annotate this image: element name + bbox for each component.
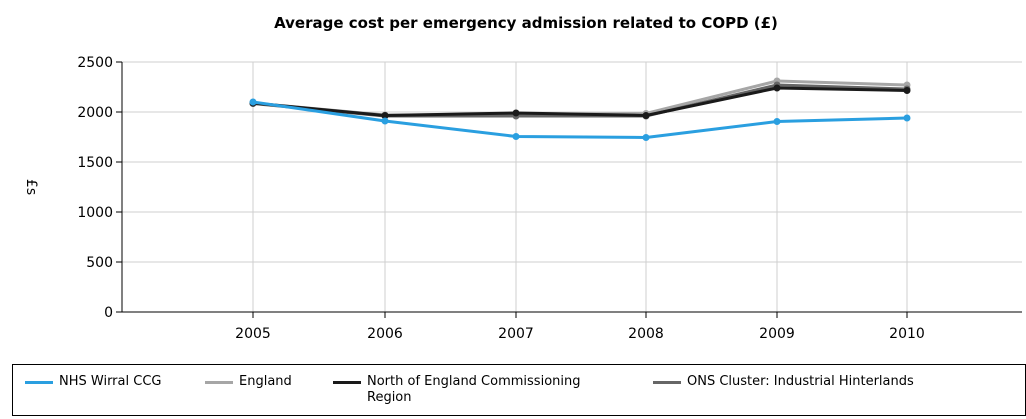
- data-point: [903, 114, 911, 122]
- y-tick-label: 1000: [77, 205, 113, 221]
- y-tick-label: 2500: [77, 55, 113, 71]
- x-tick-label: 2008: [628, 326, 664, 342]
- data-point: [773, 118, 781, 125]
- legend-swatch: [25, 381, 53, 384]
- x-tick-label: 2007: [498, 326, 534, 342]
- legend-item: England: [205, 374, 325, 390]
- data-point: [642, 134, 650, 141]
- legend-swatch: [653, 381, 681, 384]
- data-point: [903, 87, 911, 94]
- chart-title: Average cost per emergency admission rel…: [274, 14, 778, 32]
- y-tick-label: 1500: [77, 155, 113, 171]
- legend-label: England: [239, 374, 292, 389]
- legend: NHS Wirral CCG England North of England Co…: [12, 364, 1026, 416]
- y-tick-label: 0: [104, 305, 113, 321]
- data-point: [512, 109, 520, 117]
- series-line-0: [252, 100, 908, 139]
- series-group: [249, 77, 911, 141]
- series-line-2: [252, 86, 908, 117]
- legend-item: NHS Wirral CCG: [25, 374, 195, 390]
- legend-swatch: [333, 381, 361, 384]
- grid: [122, 61, 1022, 312]
- x-tick-label: 2010: [889, 326, 925, 342]
- data-point: [512, 133, 520, 140]
- line-chart: Average cost per emergency admission rel…: [23, 14, 1022, 342]
- y-axis-label: £s: [23, 179, 39, 195]
- legend-label: NHS Wirral CCG: [59, 374, 162, 389]
- data-point: [642, 112, 650, 119]
- data-point: [249, 98, 257, 106]
- x-tick-label: 2009: [759, 326, 795, 342]
- data-point: [381, 112, 389, 119]
- legend-label: North of England Commissioning Region: [367, 374, 581, 405]
- x-tick-label: 2006: [367, 326, 403, 342]
- y-tick-label: 500: [86, 255, 113, 271]
- data-point: [773, 84, 781, 92]
- legend-swatch: [205, 381, 233, 384]
- axes: 0 500 1000 1500 2000 2500 2005 2006 2007 2008 2009…: [77, 55, 1022, 342]
- data-point: [381, 117, 389, 125]
- y-tick-label: 2000: [77, 105, 113, 121]
- legend-item: North of England Commissioning Region: [333, 374, 633, 406]
- legend-label: ONS Cluster: Industrial Hinterlands: [687, 374, 914, 389]
- x-tick-label: 2005: [235, 326, 271, 342]
- legend-item: ONS Cluster: Industrial Hinterlands: [653, 374, 953, 390]
